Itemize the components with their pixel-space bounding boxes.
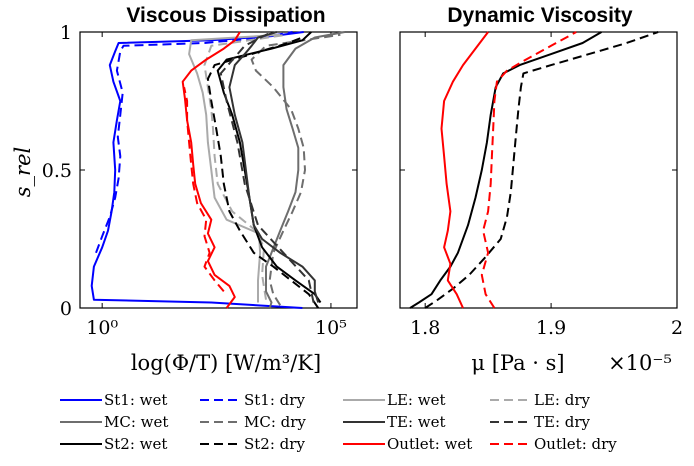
legend-item-st1-dry: St1: dry <box>200 391 305 409</box>
legend-label: Outlet: dry <box>534 435 617 453</box>
legend-label: MC: wet <box>104 413 168 431</box>
legend-label: TE: wet <box>387 413 446 431</box>
right-x-tick-label: 2 <box>671 317 683 339</box>
right-plot-frame <box>399 31 678 309</box>
legend-item-te-wet: TE: wet <box>343 413 446 431</box>
legend-label: St1: dry <box>244 391 305 409</box>
legend-label: LE: wet <box>387 391 445 409</box>
left-x-tick-label: 10⁵ <box>315 317 347 339</box>
left-series-st1-dry <box>95 31 293 254</box>
right-series-lines <box>409 31 659 309</box>
left-panel-title: Viscous Dissipation <box>126 4 325 27</box>
left-series-st1-wet <box>90 31 304 309</box>
left-series-outlet-wet <box>181 31 241 309</box>
left-series-lines <box>90 31 345 309</box>
left-series-st2-wet <box>216 31 322 304</box>
legend-label: St1: wet <box>104 391 167 409</box>
right-x-tick-label: 1.8 <box>410 317 440 339</box>
y-axis-label-group: s_rel <box>11 147 35 197</box>
right-x-multiplier: ×10⁻⁵ <box>608 351 672 375</box>
left-series-te-wet <box>228 31 320 303</box>
left-y-tick-label: 0.5 <box>42 160 72 182</box>
panel-viscous-dissipation: Viscous Dissipation 10⁰ 10⁵ 0 0.5 1 log(Φ/T)… <box>11 4 358 375</box>
right-x-tick-label: 1.9 <box>536 317 566 339</box>
left-series-outlet-dry <box>183 86 225 293</box>
legend-item-st1-wet: St1: wet <box>60 391 167 409</box>
left-ticks: 10⁰ 10⁵ 0 0.5 1 <box>42 22 357 339</box>
left-series-mc-wet <box>265 31 345 309</box>
legend-label: St2: wet <box>104 435 167 453</box>
legend-item-st2-dry: St2: dry <box>200 435 305 453</box>
left-series-le-dry <box>203 33 287 300</box>
left-y-tick-label: 1 <box>60 22 72 44</box>
legend-label: St2: dry <box>244 435 305 453</box>
left-y-tick-label: 0 <box>60 298 72 320</box>
right-series-st2-wet <box>409 31 603 309</box>
right-series-st2-dry <box>424 31 659 309</box>
legend: St1: wet St1: dry LE: wet LE: dry MC: wet MC:… <box>60 391 617 453</box>
left-series-mc-dry <box>250 33 341 306</box>
legend-item-outlet-wet: Outlet: wet <box>343 435 472 453</box>
panel-dynamic-viscosity: Dynamic Viscosity 1.8 1.9 2 μ [Pa · s] ×10… <box>399 4 683 375</box>
right-series-outlet-dry <box>480 31 577 309</box>
right-panel-title: Dynamic Viscosity <box>447 4 633 27</box>
left-x-axis-label: log(Φ/T) [W/m³/K] <box>131 351 321 375</box>
legend-label: Outlet: wet <box>387 435 472 453</box>
y-axis-label: s_rel <box>11 147 35 197</box>
legend-label: LE: dry <box>534 391 591 409</box>
right-ticks: 1.8 1.9 2 <box>400 31 683 339</box>
legend-item-st2-wet: St2: wet <box>60 435 167 453</box>
legend-item-le-dry: LE: dry <box>490 391 591 409</box>
legend-label: TE: dry <box>534 413 591 431</box>
right-series-outlet-wet <box>440 31 489 309</box>
legend-item-te-dry: TE: dry <box>490 413 591 431</box>
legend-item-mc-dry: MC: dry <box>200 413 306 431</box>
right-x-axis-label: μ [Pa · s] <box>471 351 564 375</box>
legend-label: MC: dry <box>244 413 306 431</box>
left-series-le-wet <box>188 33 281 303</box>
legend-item-mc-wet: MC: wet <box>60 413 168 431</box>
left-series-te-dry <box>219 31 315 303</box>
legend-item-outlet-dry: Outlet: dry <box>490 435 617 453</box>
legend-item-le-wet: LE: wet <box>343 391 445 409</box>
left-x-tick-label: 10⁰ <box>86 317 118 339</box>
